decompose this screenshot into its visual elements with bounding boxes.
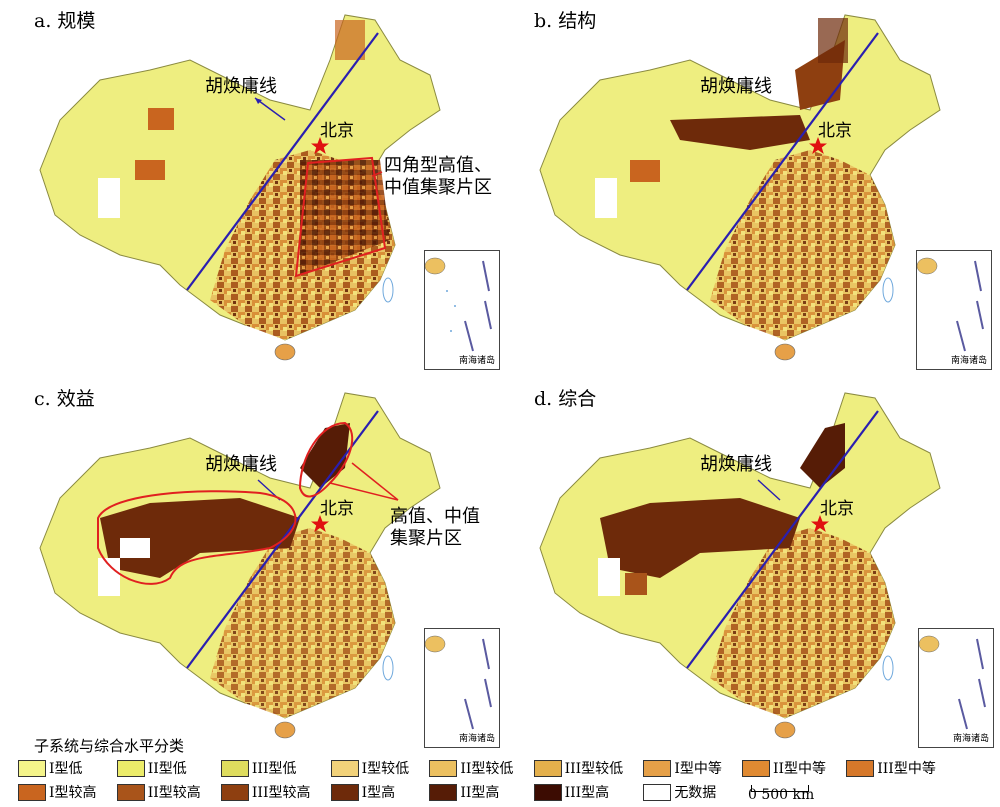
inset-label: 南海诸岛: [952, 734, 989, 744]
legend-item: I型中等: [643, 758, 734, 778]
legend-item: III型较低: [533, 758, 636, 778]
china-map: [539, 392, 941, 739]
legend-swatch: [742, 759, 770, 777]
legend-swatch: [330, 759, 359, 777]
legend: I型低 II型低 III型低 I型较低 II型较低 III型较低 I型中等 II型中等 III型…: [18, 758, 948, 802]
legend-item: III型中等: [846, 758, 948, 778]
inset-label: 南海诸岛: [458, 356, 495, 366]
legend-swatch: [116, 783, 145, 801]
legend-item: I型低: [18, 758, 109, 778]
legend-label: II型低: [147, 761, 187, 777]
china-map: [39, 14, 441, 361]
legend-swatch: [643, 759, 672, 777]
legend-label: II型高: [460, 785, 500, 801]
zone-label: 高值、中值 集聚片区: [390, 506, 480, 549]
legend-label: III型高: [564, 785, 610, 801]
legend-label: II型较高: [147, 785, 201, 801]
legend-label: I型较高: [49, 785, 97, 801]
legend-item: II型较高: [116, 782, 213, 802]
legend-label: I型高: [361, 785, 396, 801]
legend-label: III型较高: [251, 785, 311, 801]
panel-title: c. 效益: [34, 388, 95, 410]
south-china-sea-inset: 南海诸岛: [424, 628, 500, 748]
legend-item: I型较低: [330, 758, 422, 778]
map-panel-benefit: c. 效益 胡焕庸线 北京 高值、中值 集聚片区 南海诸岛: [0, 378, 500, 753]
hu-line-label: 胡焕庸线: [700, 454, 772, 475]
scale-label: 0 500 km: [748, 787, 815, 803]
hu-line-label: 胡焕庸线: [205, 454, 277, 475]
legend-item: II型高: [429, 782, 525, 802]
legend-label: II型较低: [460, 761, 514, 777]
legend-swatch: [330, 783, 359, 801]
map-panel-composite: d. 综合 胡焕庸线 北京 南海诸岛: [500, 378, 1000, 753]
legend-item: I型高: [330, 782, 422, 802]
beijing-star: [311, 137, 329, 154]
legend-item: 无数据: [643, 782, 734, 802]
legend-title: 子系统与综合水平分类: [34, 737, 185, 755]
panel-title: a. 规模: [34, 10, 96, 32]
legend-swatch: [533, 759, 562, 777]
inset-label: 南海诸岛: [950, 356, 987, 366]
beijing-label: 北京: [818, 121, 852, 141]
legend-label: II型中等: [773, 761, 827, 777]
legend-label: I型低: [49, 761, 83, 777]
legend-swatch: [116, 759, 145, 777]
legend-swatch: [429, 783, 458, 801]
legend-swatch: [18, 759, 46, 777]
zone-label: 四角型高值、 中值集聚片区: [384, 155, 492, 198]
legend-label: I型中等: [674, 761, 722, 777]
legend-swatch: [18, 783, 46, 801]
legend-label: III型中等: [877, 761, 936, 777]
legend-item: III型高: [533, 782, 636, 802]
legend-item: II型较低: [429, 758, 525, 778]
china-map: [539, 14, 941, 361]
hu-line-label: 胡焕庸线: [205, 76, 277, 97]
map-panel-structure: b. 结构 胡焕庸线 北京 南海诸岛: [500, 0, 1000, 375]
legend-swatch: [846, 759, 875, 777]
legend-item: II型中等: [742, 758, 838, 778]
beijing-label: 北京: [820, 499, 854, 519]
legend-item: III型较高: [220, 782, 323, 802]
beijing-label: 北京: [320, 499, 354, 519]
legend-swatch: [643, 783, 672, 801]
south-china-sea-inset: 南海诸岛: [424, 250, 500, 370]
south-china-sea-inset: 南海诸岛: [916, 250, 992, 370]
beijing-label: 北京: [320, 121, 354, 141]
panel-title: b. 结构: [534, 10, 597, 32]
legend-swatch: [220, 783, 249, 801]
south-china-sea-inset: 南海诸岛: [918, 628, 994, 748]
legend-item: II型低: [116, 758, 213, 778]
legend-swatch: [533, 783, 562, 801]
china-map: [39, 392, 441, 739]
legend-label: 无数据: [674, 785, 717, 801]
legend-label: III型较低: [564, 761, 624, 777]
legend-label: I型较低: [361, 761, 410, 777]
inset-label: 南海诸岛: [458, 734, 495, 744]
legend-swatch: [220, 759, 249, 777]
map-panel-scale: a. 规模 胡焕庸线 北京 四角型高值、 中值集聚片区 南海诸岛: [0, 0, 500, 375]
legend-swatch: [429, 759, 458, 777]
legend-label: III型低: [251, 761, 297, 777]
legend-item: I型较高: [18, 782, 109, 802]
panel-title: d. 综合: [534, 388, 597, 410]
hu-line-label: 胡焕庸线: [700, 76, 772, 97]
legend-item: III型低: [220, 758, 323, 778]
